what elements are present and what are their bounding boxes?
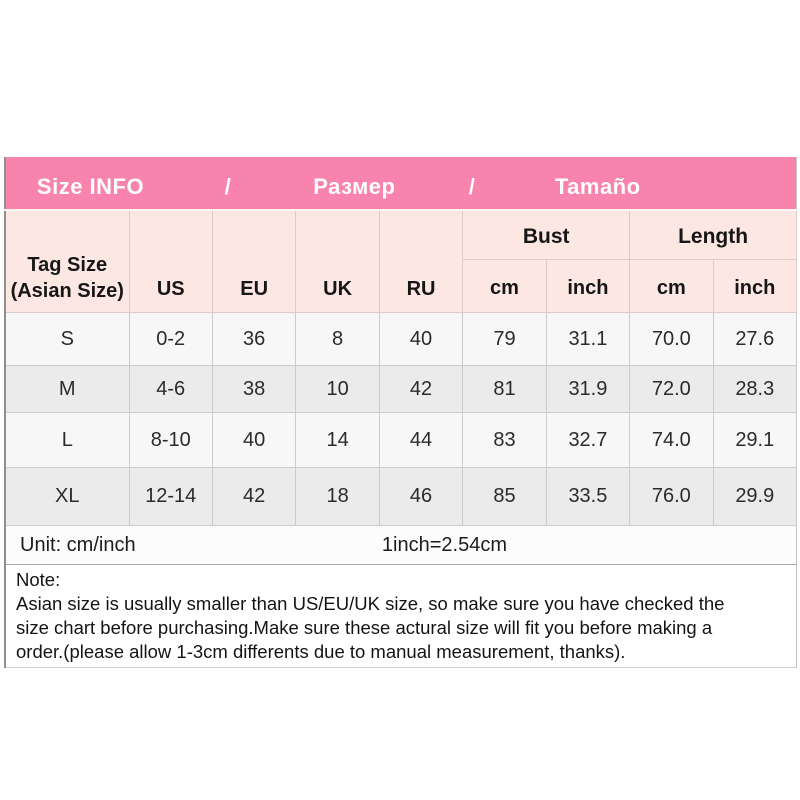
cell-length-inch: 27.6 [712,312,798,366]
col-header-uk: UK [295,209,380,313]
unit-row: Unit: cm/inch 1inch=2.54cm [5,525,797,565]
cell-bust-inch: 32.7 [545,412,631,468]
cell-bust-inch: 31.1 [545,312,631,366]
cell-length-cm: 74.0 [629,412,714,468]
note-section: Note: Asian size is usually smaller than… [5,564,797,668]
title-razmer: Размер [313,174,396,200]
col-header-eu: EU [211,209,297,313]
note-title: Note: [16,569,61,590]
cell-tag: S [4,312,130,366]
cell-us: 0-2 [128,312,213,366]
size-row-xl: XL 12-14 42 18 46 85 33.5 76.0 29.9 [4,467,798,526]
cell-us: 4-6 [128,365,213,413]
group-header-length: Length [629,209,797,260]
cell-bust-cm: 81 [462,365,547,413]
tag-size-header: Tag Size (Asian Size) [4,209,130,313]
cell-ru: 46 [378,467,464,526]
cell-us: 12-14 [128,467,213,526]
cell-tag: L [4,412,130,468]
cell-ru: 44 [378,412,464,468]
title-tamano: Tamaño [554,174,641,200]
title-separator-2: / [468,174,476,200]
cell-eu: 42 [211,467,297,526]
cell-bust-cm: 83 [462,412,547,468]
group-header-bust: Bust [462,209,631,260]
size-row-s: S 0-2 36 8 40 79 31.1 70.0 27.6 [4,312,798,366]
note-line-3: order.(please allow 1-3cm differents due… [16,641,626,662]
cell-eu: 38 [211,365,297,413]
cell-uk: 18 [295,467,380,526]
cell-length-inch: 29.9 [712,467,798,526]
size-chart-sheet: Size INFO / Размер / Tamaño Tag Size (As… [4,157,798,668]
note-line-1: Asian size is usually smaller than US/EU… [16,593,725,614]
cell-tag: XL [4,467,130,526]
cell-length-cm: 70.0 [629,312,714,366]
title-bar-row: Size INFO / Размер / Tamaño [5,157,797,211]
unit-subheader-row: cm inch cm inch [5,259,798,313]
title-size-info: Size INFO [36,174,145,200]
col-header-ru: RU [378,209,464,313]
subcol-length-inch: inch [712,259,798,313]
cell-bust-inch: 31.9 [545,365,631,413]
cell-length-cm: 72.0 [629,365,714,413]
cell-uk: 10 [295,365,380,413]
title-bar: Size INFO / Размер / Tamaño [5,157,797,211]
cell-length-cm: 76.0 [629,467,714,526]
cell-length-inch: 29.1 [712,412,798,468]
tag-size-header-line1: Tag Size [27,254,108,276]
size-chart-table: Size INFO / Размер / Tamaño Tag Size (As… [4,157,798,668]
column-header-row: Tag Size (Asian Size) US EU UK RU Bust L… [4,209,797,313]
cell-bust-cm: 79 [462,312,547,366]
cell-length-inch: 28.3 [712,365,798,413]
cell-uk: 14 [295,412,380,468]
cell-bust-cm: 85 [462,467,547,526]
cell-ru: 42 [378,365,464,413]
cell-eu: 36 [211,312,297,366]
subcol-length-cm: cm [629,259,714,313]
size-row-l: L 8-10 40 14 44 83 32.7 74.0 29.1 [4,412,798,468]
note-line-2: size chart before purchasing.Make sure t… [16,617,713,638]
cell-bust-inch: 33.5 [545,467,631,526]
subcol-bust-inch: inch [545,259,631,313]
cell-ru: 40 [378,312,464,366]
cell-tag: M [4,365,130,413]
size-row-m: M 4-6 38 10 42 81 31.9 72.0 28.3 [4,365,798,413]
subcol-bust-cm: cm [462,259,547,313]
unit-label: Unit: cm/inch [20,533,136,556]
cell-uk: 8 [295,312,380,366]
col-header-us: US [128,209,213,313]
title-separator-1: / [224,174,232,200]
tag-size-header-line2: (Asian Size) [10,280,124,302]
conversion-label: 1inch=2.54cm [381,533,507,556]
cell-eu: 40 [211,412,297,468]
cell-us: 8-10 [128,412,213,468]
